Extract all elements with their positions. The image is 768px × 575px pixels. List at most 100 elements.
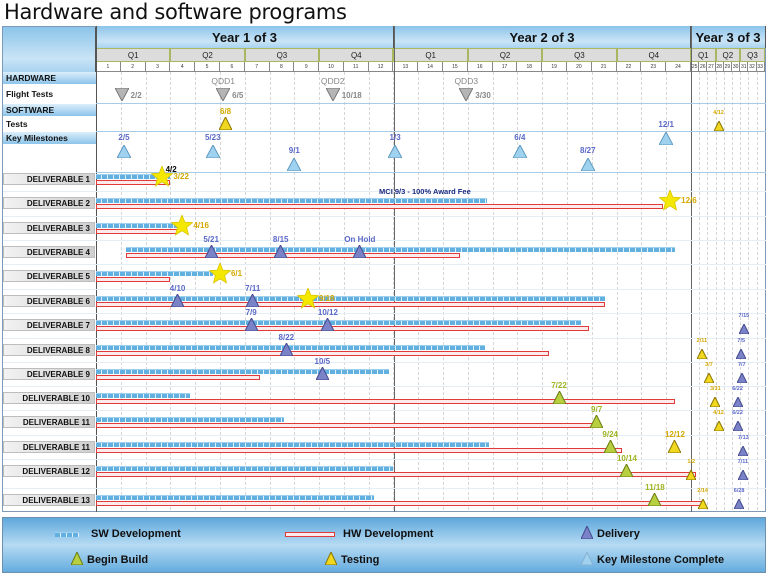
month-header: 18 <box>517 62 543 72</box>
month-header: 23 <box>641 62 667 72</box>
month-gridline <box>219 72 221 510</box>
flight-test-name: QDD2 <box>320 76 345 86</box>
row-divider <box>3 264 766 265</box>
begin-build-label: 10/14 <box>616 454 637 463</box>
row-divider <box>3 386 766 387</box>
section-divider <box>96 172 766 173</box>
month-gridline <box>418 72 420 510</box>
month-gridline <box>517 72 519 510</box>
month-header: 21 <box>591 62 617 72</box>
legend-begin-build-label: Begin Build <box>87 554 149 566</box>
flight-test-name: QDD1 <box>211 76 235 86</box>
row-divider <box>3 435 766 436</box>
begin-build-label: 9/7 <box>591 405 603 414</box>
delivery-label: 6/22 <box>732 386 743 392</box>
testing-triangle-icon <box>709 394 722 412</box>
sw-development-bar <box>96 417 284 422</box>
testing-label: 6/8 <box>219 107 232 116</box>
sw-development-bar <box>96 174 171 179</box>
row-divider <box>3 289 766 290</box>
testing-triangle-icon <box>667 438 683 458</box>
row-label-flight-tests: Flight Tests <box>6 89 54 99</box>
row-divider <box>3 191 766 192</box>
delivery-triangle-icon <box>245 292 261 312</box>
key-complete-label: 4/16 <box>193 221 209 230</box>
quarter-header: Q3 <box>244 48 320 62</box>
legend-key-milestone: Key Milestone Complete <box>580 550 724 568</box>
flight-test-name: QDD3 <box>454 76 479 86</box>
year-header: Year 1 of 3 <box>96 26 394 48</box>
sw-development-bar <box>126 247 675 252</box>
key-complete-label: 9/18 <box>318 294 335 303</box>
year-divider <box>691 26 692 512</box>
key-milestone-label: 8/27 <box>580 146 596 155</box>
month-header: 10 <box>319 62 344 72</box>
flight-test-triangle-icon <box>458 87 475 106</box>
deliverable-note: MCI 9/3 - 100% Award Fee <box>379 187 471 196</box>
row-divider <box>3 459 766 460</box>
month-header: 14 <box>418 62 444 72</box>
key-milestone-label: 12/1 <box>658 120 674 129</box>
deliverable-label: DELIVERABLE 6 <box>3 295 95 307</box>
delivery-label: 6/28 <box>733 488 745 494</box>
month-gridline <box>616 72 618 510</box>
key-milestone-triangle-icon <box>511 143 528 163</box>
key-milestone-triangle-icon <box>579 156 596 176</box>
quarter-header: Q1 <box>691 48 716 62</box>
testing-triangle-icon <box>218 115 233 135</box>
month-gridline <box>542 72 544 510</box>
quarter-header: Q3 <box>740 48 765 62</box>
deliverable-label: DELIVERABLE 13 <box>3 494 95 506</box>
hw-development-bar <box>96 472 697 477</box>
month-gridline <box>492 72 494 510</box>
key-milestone-triangle-icon <box>580 550 594 568</box>
delivery-triangle-icon <box>203 243 219 263</box>
delivery-label: 6/22 <box>732 410 743 416</box>
delivery-triangle-icon <box>320 316 336 336</box>
delivery-label: On Hold <box>344 235 376 244</box>
hw-development-bar <box>96 204 663 209</box>
delivery-triangle-icon <box>580 524 594 542</box>
legend-testing-label: Testing <box>341 554 380 566</box>
month-header: 22 <box>616 62 642 72</box>
delivery-label: 7/11 <box>245 284 261 293</box>
legend-hw-label: HW Development <box>343 528 434 540</box>
month-gridline <box>343 72 345 510</box>
month-header: 17 <box>492 62 518 72</box>
quarter-header: Q1 <box>96 48 171 62</box>
month-header: 7 <box>244 62 270 72</box>
month-gridline <box>368 72 370 510</box>
delivery-label: 7/11 <box>737 459 749 465</box>
delivery-triangle-icon <box>737 467 749 485</box>
legend-delivery: Delivery <box>580 524 640 542</box>
legend-hw: HW Development <box>285 528 433 540</box>
header-corner <box>3 27 96 72</box>
quarter-header: Q1 <box>393 48 468 62</box>
delivery-triangle-icon <box>243 316 259 336</box>
month-gridline <box>145 72 147 510</box>
testing-label: 2/14 <box>697 488 708 494</box>
sw-development-bar <box>96 393 191 398</box>
row-divider <box>3 488 766 489</box>
testing-label: 1/2 <box>687 459 696 465</box>
month-header: 32 <box>748 62 757 72</box>
delivery-label: 7/9 <box>245 308 257 317</box>
month-header: 25 <box>691 62 700 72</box>
month-gridline <box>170 72 172 510</box>
delivery-label: 8/15 <box>272 235 289 244</box>
key-complete-label: 3/22 <box>173 172 189 181</box>
month-gridline <box>740 72 742 510</box>
deliverable-label: DELIVERABLE 4 <box>3 246 95 258</box>
legend-sw: SW Development <box>55 528 181 540</box>
month-header: 13 <box>393 62 419 72</box>
sw-development-bar <box>96 495 375 500</box>
flight-test-date: 3/30 <box>475 91 491 100</box>
hw-development-bar <box>96 399 675 404</box>
delivery-triangle-icon <box>273 243 289 263</box>
month-header: 9 <box>294 62 320 72</box>
row-divider <box>3 338 766 339</box>
hw-swatch <box>285 531 335 537</box>
legend-sw-label: SW Development <box>91 528 181 540</box>
month-gridline <box>319 72 321 510</box>
